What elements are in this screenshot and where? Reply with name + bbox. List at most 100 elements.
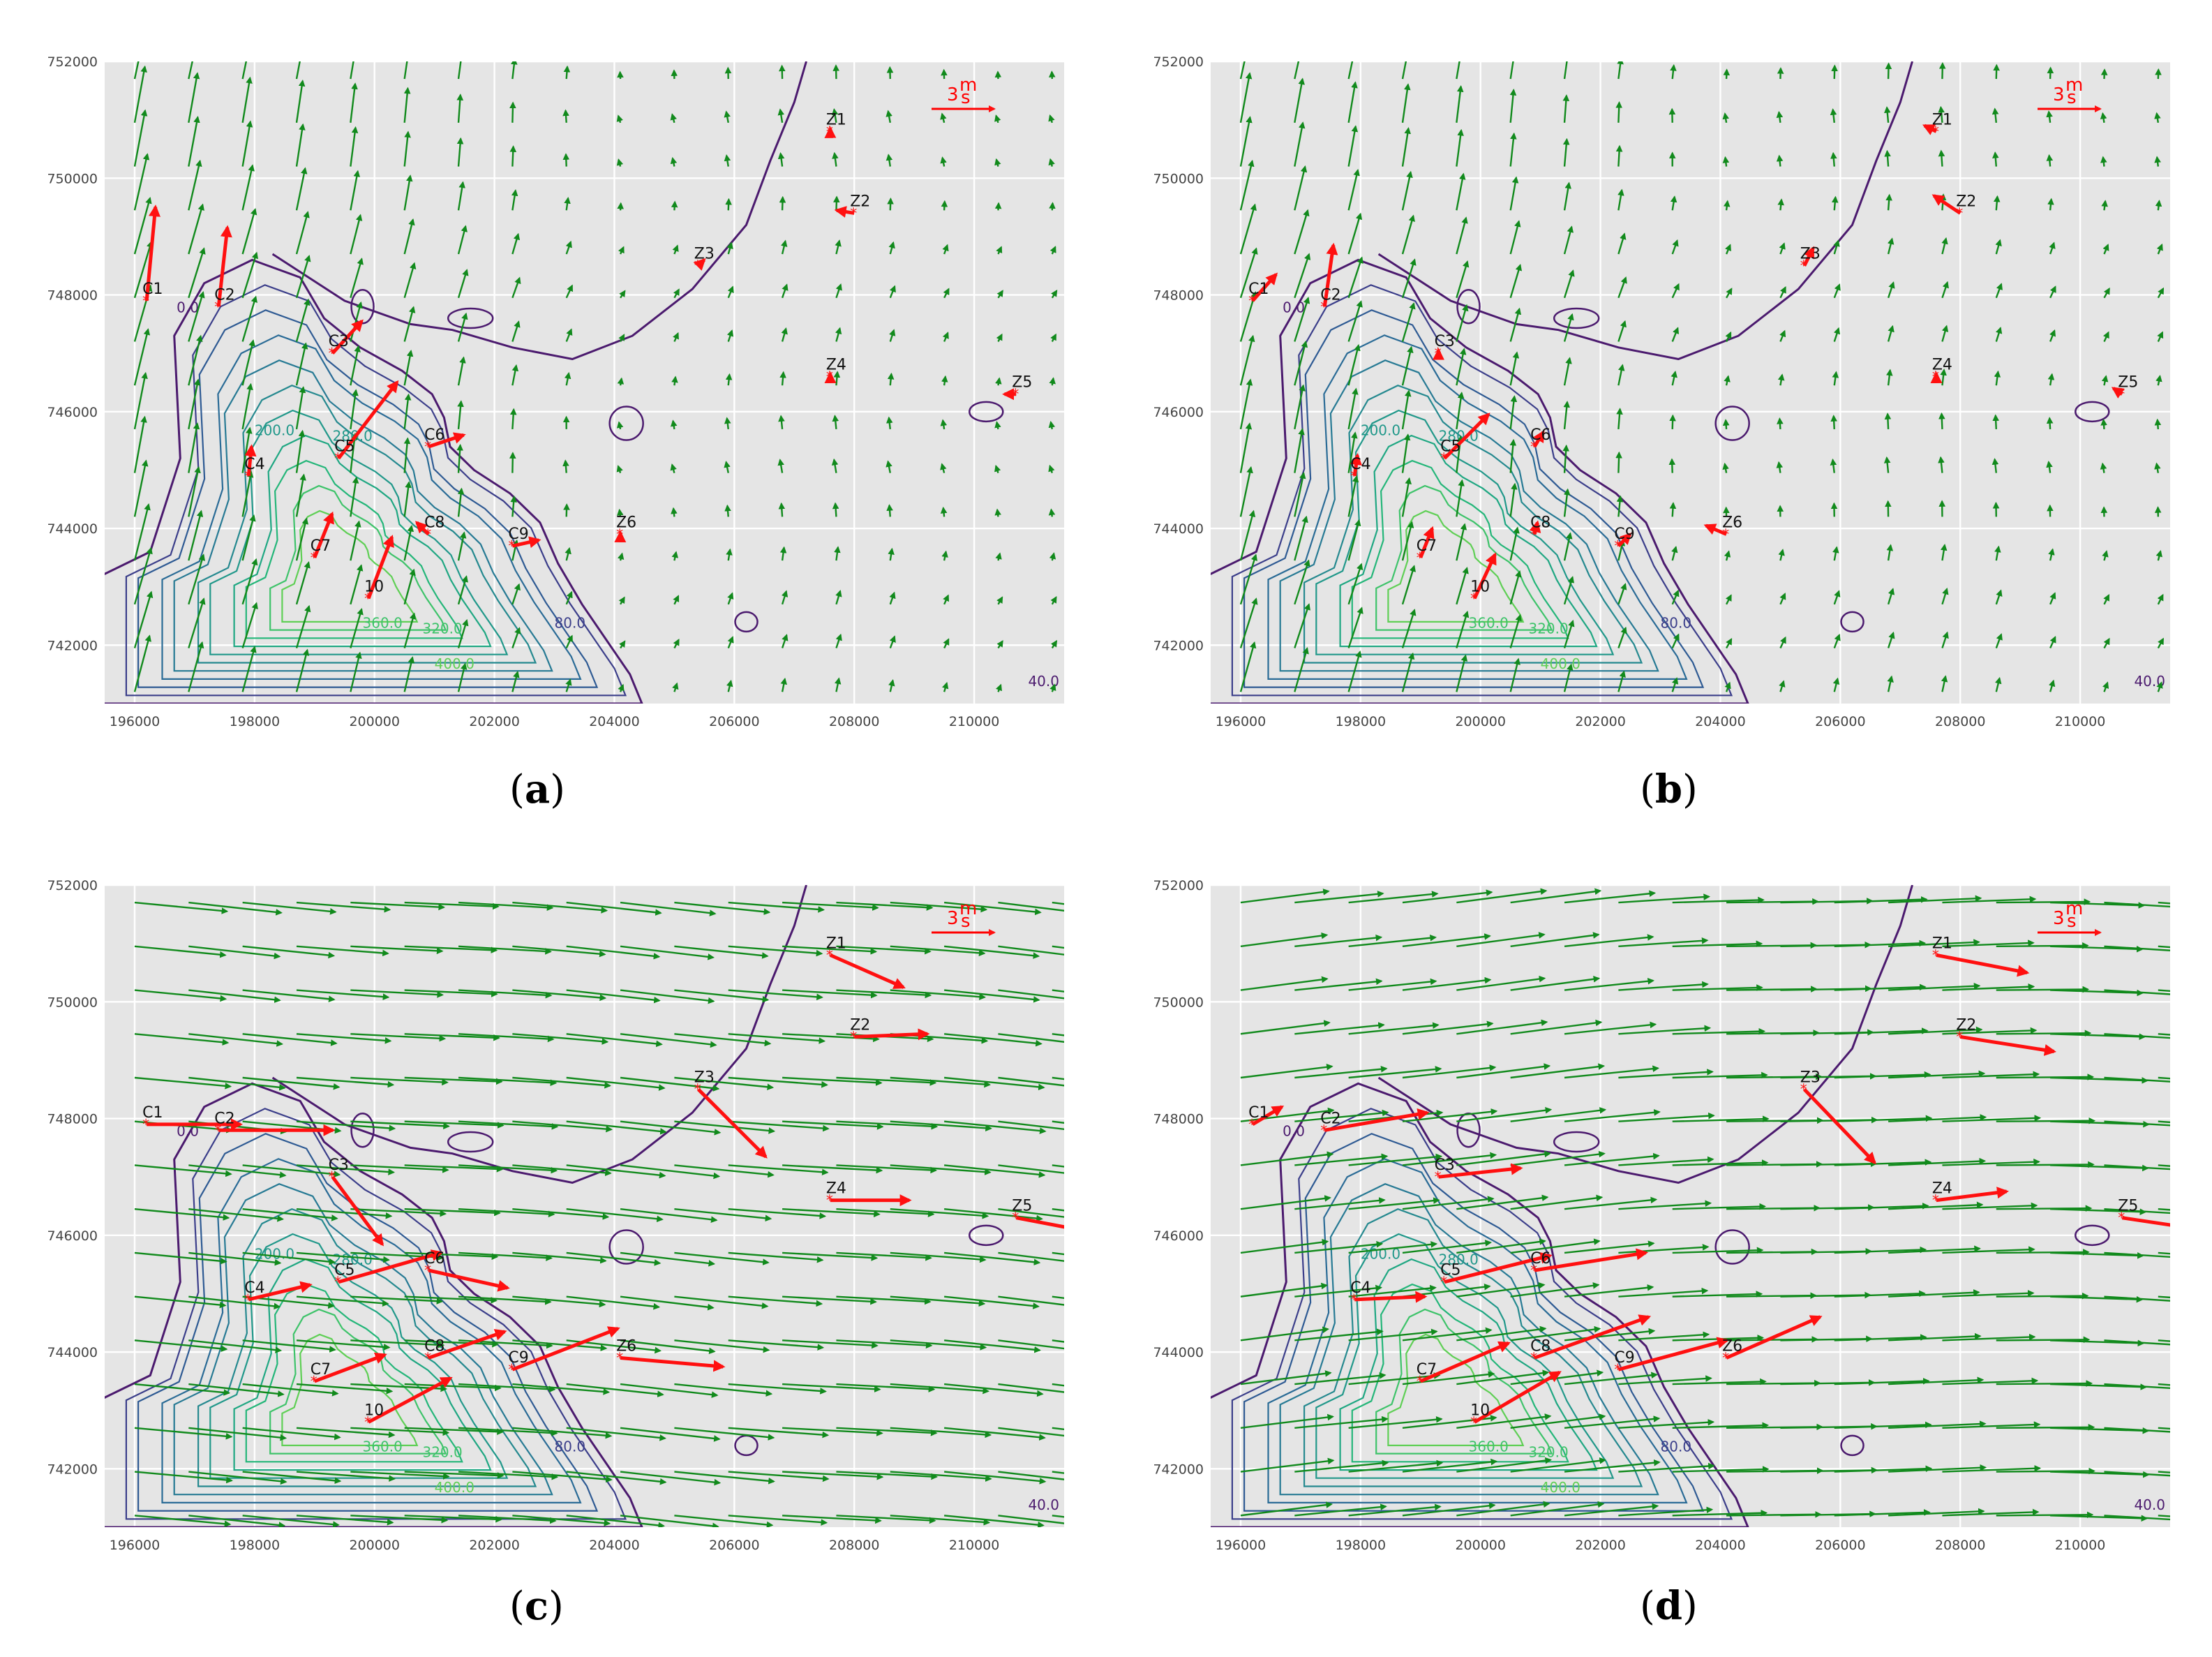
wind-vector-251: [2104, 201, 2105, 210]
wind-vector-161: [674, 202, 675, 210]
station-label-C2: C2: [214, 286, 234, 304]
contour-label-6: 400.0: [435, 1479, 474, 1496]
station-label-Z2: Z2: [1956, 1016, 1976, 1034]
station-label-Z1: Z1: [826, 935, 846, 952]
station-label-Z1: Z1: [826, 111, 846, 128]
wind-vector-149: [1726, 70, 1727, 79]
x-tick-label-0: 196000: [110, 1538, 160, 1553]
contour-label-3: 200.0: [255, 422, 294, 438]
contour-label-0: 0.0: [177, 299, 199, 316]
y-tick-label-5: 752000: [1153, 878, 1204, 893]
wind-vector-132: [566, 154, 567, 166]
scale-arrow-value: 3: [947, 84, 959, 105]
station-label-Z5: Z5: [2118, 374, 2138, 392]
x-tick-label-1: 198000: [230, 714, 281, 729]
wind-vector-125: [565, 461, 566, 473]
station-label-Z3: Z3: [694, 246, 715, 263]
station-label-Z6: Z6: [1722, 514, 1742, 531]
station-label-10: 10: [364, 1402, 384, 1419]
x-tick-label-4: 204000: [1695, 714, 1746, 729]
contour-label-5: 360.0: [1469, 1438, 1509, 1455]
wind-vector-224: [1996, 66, 1997, 80]
station-label-Z3: Z3: [694, 1069, 715, 1087]
scale-arrow-unit-bottom: s: [961, 911, 971, 932]
station-label-C7: C7: [311, 537, 331, 555]
wind-vector-146: [620, 204, 621, 211]
wind-vector-212: [1996, 1427, 2094, 1428]
y-tick-label-3: 748000: [1153, 1112, 1204, 1127]
wind-vector-218: [1996, 1164, 2093, 1165]
wind-vector-156: [1779, 419, 1780, 429]
contour-label-6: 400.0: [1541, 1479, 1580, 1496]
y-tick-label-1: 744000: [1153, 521, 1204, 537]
scale-arrow-unit-bottom: s: [2067, 87, 2077, 108]
station-label-C2: C2: [214, 1110, 234, 1127]
wind-vector-117: [512, 147, 513, 166]
contour-label-2: 80.0: [1661, 1438, 1692, 1455]
wind-vector-125: [1672, 459, 1673, 473]
station-label-C1: C1: [142, 1104, 163, 1122]
y-tick-label-3: 748000: [47, 1112, 98, 1127]
station-label-C4: C4: [244, 1279, 264, 1297]
contour-label-1: 40.0: [2134, 1496, 2165, 1513]
y-tick-label-1: 744000: [47, 1345, 98, 1360]
contour-label-0: 0.0: [1283, 1123, 1305, 1140]
wind-vector-117: [1618, 147, 1620, 167]
wind-vector-191: [1888, 195, 1890, 211]
y-tick-label-0: 742000: [47, 638, 98, 653]
caption-close-c: ): [548, 1584, 564, 1629]
wind-vector-217: [890, 374, 892, 385]
wind-vector-154: [673, 509, 674, 517]
wind-vector-110: [1618, 453, 1619, 473]
wind-vector-133: [566, 110, 567, 122]
contour-label-5: 360.0: [1469, 614, 1509, 631]
x-tick-label-0: 196000: [1216, 1538, 1266, 1553]
x-tick-label-1: 198000: [1336, 714, 1387, 729]
y-tick-label-4: 750000: [1153, 995, 1204, 1010]
caption-letter-b: b: [1655, 766, 1682, 812]
scale-arrow-unit-bottom: s: [961, 87, 971, 108]
contour-label-2: 80.0: [555, 614, 586, 631]
x-tick-label-6: 208000: [829, 1538, 880, 1553]
station-label-Z6: Z6: [616, 514, 636, 531]
wind-vector-246: [2104, 420, 2105, 429]
wind-vector-162: [1779, 156, 1781, 167]
wind-vector-229: [943, 508, 944, 517]
station-label-C3: C3: [329, 1157, 349, 1174]
station-label-C1: C1: [142, 281, 163, 298]
station-label-10: 10: [1470, 1402, 1490, 1419]
contour-label-5: 360.0: [363, 614, 403, 631]
station-label-Z1: Z1: [1932, 111, 1952, 128]
contour-label-6: 400.0: [435, 655, 474, 672]
wind-vector-220: [1996, 1077, 2093, 1078]
y-tick-label-4: 750000: [1153, 171, 1204, 186]
x-tick-label-5: 206000: [709, 714, 760, 729]
station-label-C3: C3: [1435, 1157, 1455, 1174]
station-label-Z6: Z6: [1722, 1337, 1742, 1355]
wind-vector-206: [836, 197, 837, 210]
x-tick-label-3: 202000: [1575, 714, 1626, 729]
wind-vector-194: [1888, 64, 1889, 79]
caption-open-a: (: [509, 767, 525, 812]
contour-label-7: 320.0: [422, 1444, 462, 1461]
wind-vector-237: [2049, 156, 2051, 167]
station-label-C4: C4: [244, 456, 264, 473]
station-label-C9: C9: [508, 526, 528, 543]
wind-vector-236: [2050, 200, 2052, 211]
station-label-Z3: Z3: [1800, 246, 1821, 263]
wind-vector-236: [944, 202, 945, 211]
contour-label-7: 320.0: [422, 621, 462, 637]
station-label-C8: C8: [1530, 514, 1550, 531]
station-label-Z5: Z5: [1012, 1198, 1032, 1215]
y-tick-label-0: 742000: [1153, 638, 1204, 653]
station-label-Z5: Z5: [1012, 374, 1032, 392]
wind-vector-221: [890, 199, 891, 210]
caption-open-c: (: [509, 1584, 525, 1629]
wind-vector-251: [998, 203, 999, 210]
station-label-C7: C7: [1417, 537, 1437, 555]
wind-vector-142: [620, 379, 622, 386]
wind-vector-176: [728, 200, 729, 211]
contour-label-6: 400.0: [1541, 655, 1580, 672]
wind-vector-247: [998, 378, 999, 385]
